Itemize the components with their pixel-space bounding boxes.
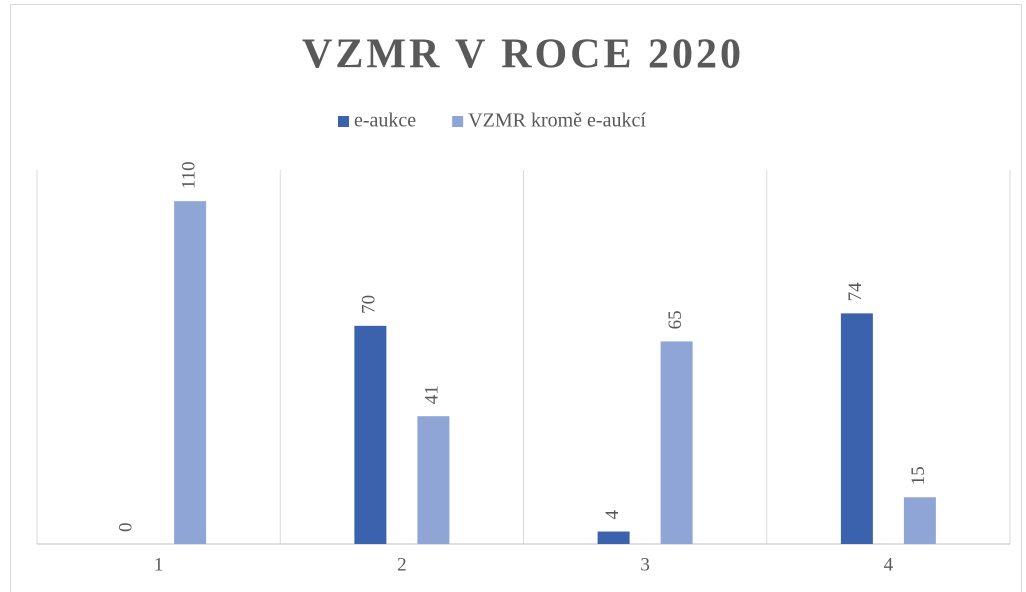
bar [840,313,873,544]
bar [597,531,630,544]
data-label: 110 [178,161,199,189]
data-label: 70 [359,295,380,314]
data-label: 41 [422,385,443,404]
legend-label: e-aukce [354,110,416,132]
x-tick-label: 1 [154,554,164,575]
bar [354,325,387,544]
x-tick-label: 3 [640,554,650,575]
legend-swatch [452,116,464,127]
legend-swatch [338,116,349,127]
legend-label: VZMR kromě e-aukcí [468,110,646,132]
chart-title: VZMR V ROCE 2020 [302,32,744,78]
data-label: 65 [665,310,686,329]
bar [417,416,450,544]
data-label: 15 [908,466,929,485]
data-label: 74 [845,282,866,302]
bar [903,497,936,544]
bar [660,341,693,544]
x-tick-label: 2 [397,554,407,575]
data-label: 4 [602,510,623,520]
x-tick-label: 4 [884,554,894,575]
data-label: 0 [115,523,136,533]
bar [174,201,207,544]
